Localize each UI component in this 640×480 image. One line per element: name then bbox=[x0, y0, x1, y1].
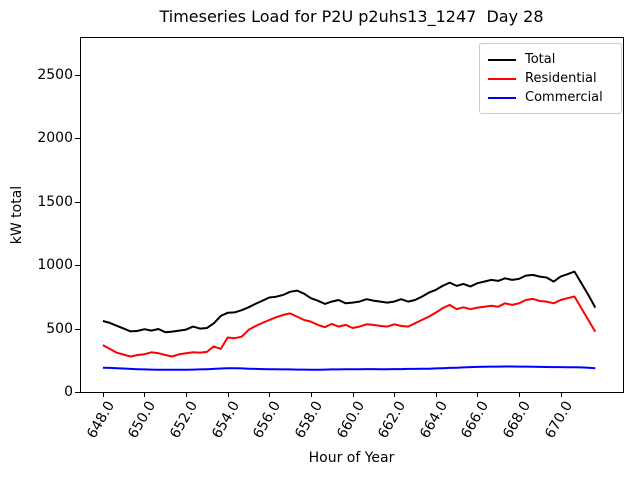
y-tick-label: 2000 bbox=[37, 130, 73, 147]
legend-entry-residential: Residential bbox=[488, 69, 613, 88]
series-line-total bbox=[102, 270, 597, 334]
legend-label: Residential bbox=[525, 71, 597, 86]
axes-frame bbox=[80, 37, 624, 393]
legend-entry-commercial: Commercial bbox=[488, 88, 613, 107]
legend-label: Commercial bbox=[525, 90, 603, 105]
y-tick-label: 1500 bbox=[37, 193, 73, 210]
legend: Total Residential Commercial bbox=[479, 43, 622, 114]
y-tick-label: 2500 bbox=[37, 67, 73, 84]
legend-line-icon bbox=[488, 96, 516, 99]
x-axis-label: Hour of Year bbox=[308, 450, 395, 466]
legend-entry-total: Total bbox=[488, 50, 613, 69]
chart-title: Timeseries Load for P2U p2uhs13_1247 Day… bbox=[159, 7, 544, 26]
y-tick-label: 0 bbox=[64, 384, 73, 400]
y-tick-label: 1000 bbox=[37, 257, 73, 274]
legend-line-icon bbox=[488, 58, 516, 61]
legend-line-icon bbox=[488, 77, 516, 80]
legend-label: Total bbox=[525, 52, 556, 67]
series-line-commercial bbox=[102, 365, 596, 371]
series-line-residential bbox=[102, 295, 597, 358]
y-tick-label: 500 bbox=[46, 320, 73, 337]
